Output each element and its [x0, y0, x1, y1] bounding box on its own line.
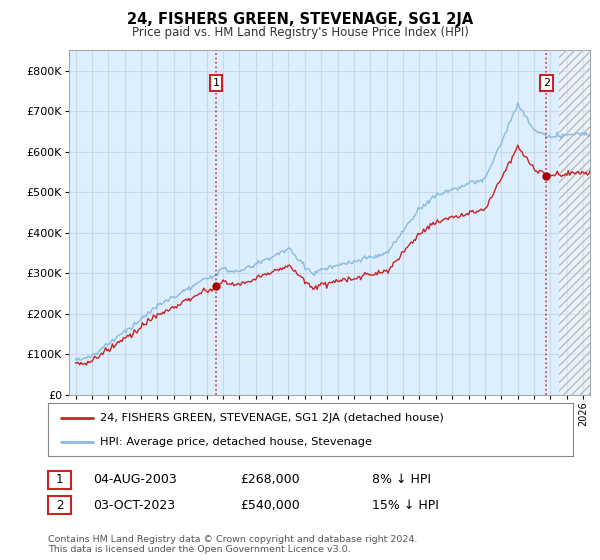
Bar — [559, 50, 590, 395]
Text: Price paid vs. HM Land Registry's House Price Index (HPI): Price paid vs. HM Land Registry's House … — [131, 26, 469, 39]
Text: HPI: Average price, detached house, Stevenage: HPI: Average price, detached house, Stev… — [101, 436, 373, 446]
Bar — [559, 50, 590, 395]
Text: 8% ↓ HPI: 8% ↓ HPI — [372, 473, 431, 487]
Text: 24, FISHERS GREEN, STEVENAGE, SG1 2JA: 24, FISHERS GREEN, STEVENAGE, SG1 2JA — [127, 12, 473, 27]
Text: Contains HM Land Registry data © Crown copyright and database right 2024.
This d: Contains HM Land Registry data © Crown c… — [48, 535, 418, 554]
Text: 2: 2 — [56, 498, 63, 512]
Text: £540,000: £540,000 — [240, 498, 300, 512]
Text: £268,000: £268,000 — [240, 473, 299, 487]
Text: 24, FISHERS GREEN, STEVENAGE, SG1 2JA (detached house): 24, FISHERS GREEN, STEVENAGE, SG1 2JA (d… — [101, 413, 444, 423]
Text: 04-AUG-2003: 04-AUG-2003 — [93, 473, 177, 487]
Text: 2: 2 — [543, 78, 550, 88]
Text: 1: 1 — [56, 473, 63, 487]
Text: 1: 1 — [212, 78, 220, 88]
Text: 15% ↓ HPI: 15% ↓ HPI — [372, 498, 439, 512]
Text: 03-OCT-2023: 03-OCT-2023 — [93, 498, 175, 512]
